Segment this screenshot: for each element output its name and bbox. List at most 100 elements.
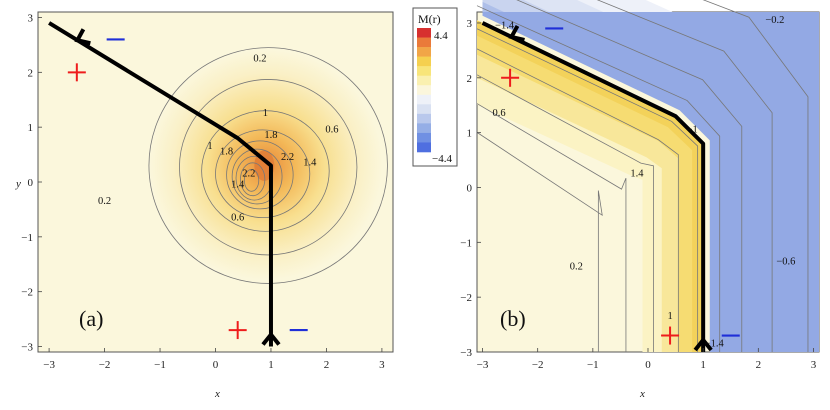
contour-line-3 — [476, 48, 679, 352]
x-tick-label: −3 — [477, 359, 489, 371]
contour-line-1 — [179, 79, 358, 256]
x-tick-label: 0 — [645, 359, 651, 371]
panel-b-contour-labels: −1.4 −0.2 0.6 −1 1.4 0.2 −0.6 1 −1.4 — [493, 15, 796, 350]
contour-line-4 — [476, 28, 699, 352]
contour-label: 0.6 — [493, 108, 506, 119]
legend-swatch — [417, 66, 431, 76]
legend-swatches — [417, 28, 431, 153]
contour-label: 1 — [263, 108, 268, 119]
panel-b-contours — [476, 0, 809, 352]
panel-a-contours — [148, 47, 388, 284]
x-tick-label: 1 — [700, 359, 706, 371]
contour-line-5 — [476, 5, 721, 352]
legend-swatch — [417, 94, 431, 105]
contour-line-8 — [243, 168, 260, 192]
contour-line-2 — [201, 110, 330, 232]
contour-label: −1.4 — [705, 339, 725, 350]
panel-a-x-ticks: −3 −2 −1 0 1 2 3 — [43, 348, 385, 371]
legend-swatch — [417, 113, 431, 124]
contour-label: −0.2 — [765, 15, 784, 26]
panel-a-tag: (a) — [79, 306, 103, 331]
panel-b: −1.4 −0.20.6−11.40.2 −0.61−1.4 −3 −2 −1 0 1 2 3 … — [460, 0, 820, 400]
arrowhead-bottom — [693, 336, 713, 352]
arrowhead-top — [74, 28, 91, 46]
contour-line-8 — [702, 0, 809, 352]
contour-label: 0.2 — [570, 262, 583, 273]
y-tick-label: 1 — [28, 122, 34, 134]
y-tick-label: 2 — [28, 67, 34, 79]
contour-line-6 — [516, 0, 743, 352]
contour-line-7 — [240, 162, 266, 197]
contour-label: 0.6 — [325, 125, 338, 136]
panel-a-charges — [67, 38, 308, 340]
x-tick-label: 3 — [811, 359, 817, 371]
contour-label: 0.6 — [231, 212, 244, 223]
contour-label: 1.4 — [630, 169, 644, 180]
legend-swatch — [417, 28, 431, 38]
panel-a-y-axis-label: y — [15, 178, 21, 190]
panel-b-tag: (b) — [500, 306, 526, 331]
contour-label: 1.4 — [303, 158, 317, 169]
y-tick-label: 2 — [467, 73, 473, 85]
y-tick-label: 1 — [467, 128, 473, 140]
contour-label: 2.2 — [281, 152, 294, 163]
panel-b-y-ticks: −3 −2 −1 0 1 2 3 — [460, 18, 481, 359]
panel-b-x-axis-label: x — [639, 388, 645, 400]
legend-swatch — [417, 132, 431, 143]
arrowhead-bottom — [261, 331, 281, 346]
arrowhead-top — [508, 24, 525, 42]
integration-path — [481, 21, 706, 352]
x-tick-label: −2 — [99, 359, 111, 371]
contour-line-7 — [596, 0, 773, 352]
x-tick-label: −2 — [532, 359, 544, 371]
contour-line-2 — [476, 74, 654, 352]
contour-line-4 — [226, 140, 294, 210]
y-tick-label: 3 — [467, 18, 473, 30]
panel-a-y-ticks: −3 −2 −1 0 1 2 3 — [21, 12, 42, 354]
y-tick-label: 3 — [28, 12, 34, 24]
legend-title: M(r) — [418, 12, 441, 26]
legend-swatch — [417, 85, 431, 96]
legend-swatch — [417, 75, 431, 86]
contour-label: 0.2 — [253, 53, 266, 64]
contour-line-3 — [215, 129, 311, 219]
panel-a-x-axis-label: x — [214, 388, 220, 400]
y-tick-label: −1 — [460, 237, 472, 249]
panel-b-charges — [501, 27, 740, 345]
contour-line-5 — [231, 148, 283, 205]
contour-label: 1.8 — [264, 130, 277, 141]
legend-swatch — [417, 47, 431, 57]
contour-label: 1.8 — [220, 147, 233, 158]
contour-label: −1.4 — [495, 20, 515, 31]
y-tick-label: 0 — [28, 177, 34, 189]
contour-label: 1 — [207, 141, 212, 152]
x-tick-label: 3 — [379, 359, 385, 371]
contour-label: 1.4 — [231, 179, 245, 190]
legend-min-label: −4.4 — [432, 153, 452, 165]
legend-swatch — [417, 37, 431, 48]
contour-line-1 — [476, 103, 627, 352]
contour-label: 1 — [667, 311, 672, 322]
contour-label: 0.2 — [98, 196, 111, 207]
y-tick-label: −3 — [21, 342, 33, 354]
contour-label: −0.6 — [776, 256, 795, 267]
x-tick-label: −1 — [154, 359, 166, 371]
y-tick-label: 0 — [467, 182, 473, 194]
integration-path — [48, 21, 273, 347]
x-tick-label: 2 — [756, 359, 762, 371]
contour-label: −1 — [687, 125, 698, 136]
panel-b-x-ticks: −3 −2 −1 0 1 2 3 — [477, 348, 817, 371]
panel-b-path — [481, 21, 713, 352]
x-tick-label: 0 — [213, 359, 219, 371]
x-tick-label: 1 — [268, 359, 274, 371]
contour-line-0 — [476, 132, 603, 352]
x-tick-label: −1 — [587, 359, 599, 371]
blue-band-4 — [482, 12, 819, 352]
colorbar-legend: M(r) 4.4 −4.4 — [412, 7, 458, 167]
panel-a-field — [149, 49, 383, 280]
contour-line-0 — [148, 47, 388, 284]
y-tick-label: −1 — [21, 232, 33, 244]
